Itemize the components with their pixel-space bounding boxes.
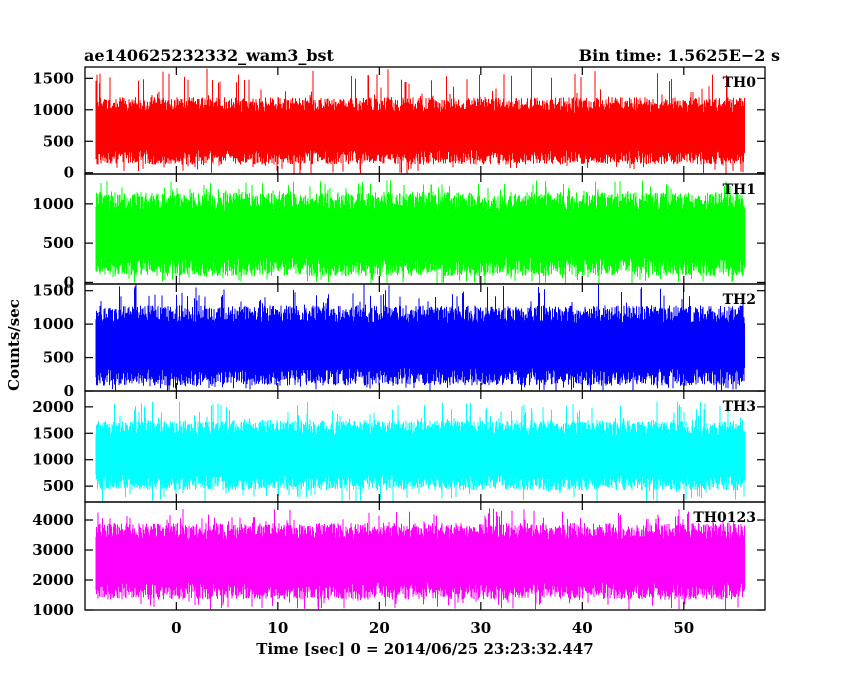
y-tick-label: 2000 — [32, 398, 74, 416]
series-th3 — [95, 401, 745, 502]
x-tick-label: 10 — [267, 619, 288, 637]
panel-label-th0123: TH0123 — [693, 510, 756, 526]
y-tick-label: 1500 — [32, 424, 74, 442]
y-tick-label: 500 — [43, 477, 74, 495]
chart-title-right: Bin time: 1.5625E−2 s — [579, 46, 780, 65]
y-tick-label: 1000 — [32, 195, 74, 213]
y-tick-label: 2000 — [32, 571, 74, 589]
x-tick-label: 50 — [673, 619, 694, 637]
panel-label-th2: TH2 — [723, 292, 756, 308]
y-tick-label: 1500 — [32, 282, 74, 300]
y-tick-label: 3000 — [32, 541, 74, 559]
series-th2 — [95, 284, 745, 391]
panel-label-th0: TH0 — [723, 75, 757, 91]
panel-th2: 0 500 1000 1500 TH2 — [32, 282, 766, 400]
y-tick-label: 0 — [64, 382, 74, 400]
y-tick-label: 500 — [43, 132, 74, 150]
chart-title-left: ae140625232332_wam3_bst — [84, 46, 335, 65]
panel-th1: 0 500 1000 TH1 — [32, 173, 766, 291]
series-th0123 — [95, 508, 745, 610]
panel-label-th1: TH1 — [723, 182, 756, 198]
panel-th0: 0 500 1000 1500 TH0 — [32, 66, 766, 182]
y-tick-label: 500 — [43, 234, 74, 252]
y-tick-label: 500 — [43, 349, 74, 367]
x-tick-label: 40 — [572, 619, 593, 637]
x-axis: 0 10 20 30 40 50 — [171, 619, 694, 637]
x-tick-label: 20 — [369, 619, 390, 637]
y-tick-label: 1000 — [32, 451, 74, 469]
y-tick-label: 1500 — [32, 69, 74, 87]
series-th0 — [95, 68, 745, 174]
y-tick-label: 1000 — [32, 601, 74, 619]
y-tick-label: 1000 — [32, 315, 74, 333]
y-tick-label: 4000 — [32, 511, 74, 529]
y-tick-label: 0 — [64, 164, 74, 182]
y-tick-label: 1000 — [32, 101, 74, 119]
x-tick-label: 30 — [470, 619, 491, 637]
y-axis-label: Counts/sec — [5, 299, 23, 391]
panel-frame — [84, 501, 766, 611]
panels-group: 0 500 1000 1500 TH0 0 500 1000 TH1 0 500 1000 1500 TH… — [32, 66, 766, 619]
series-th1 — [95, 180, 745, 284]
x-tick-label: 0 — [171, 619, 181, 637]
x-axis-label: Time [sec] 0 = 2014/06/25 23:23:32.447 — [256, 640, 593, 658]
panel-th3: 500 1000 1500 2000 TH3 — [32, 390, 766, 503]
panel-th0123: 1000 2000 3000 4000 TH0123 — [32, 501, 766, 619]
panel-label-th3: TH3 — [723, 399, 756, 415]
y-tick-label: 0 — [64, 273, 74, 291]
